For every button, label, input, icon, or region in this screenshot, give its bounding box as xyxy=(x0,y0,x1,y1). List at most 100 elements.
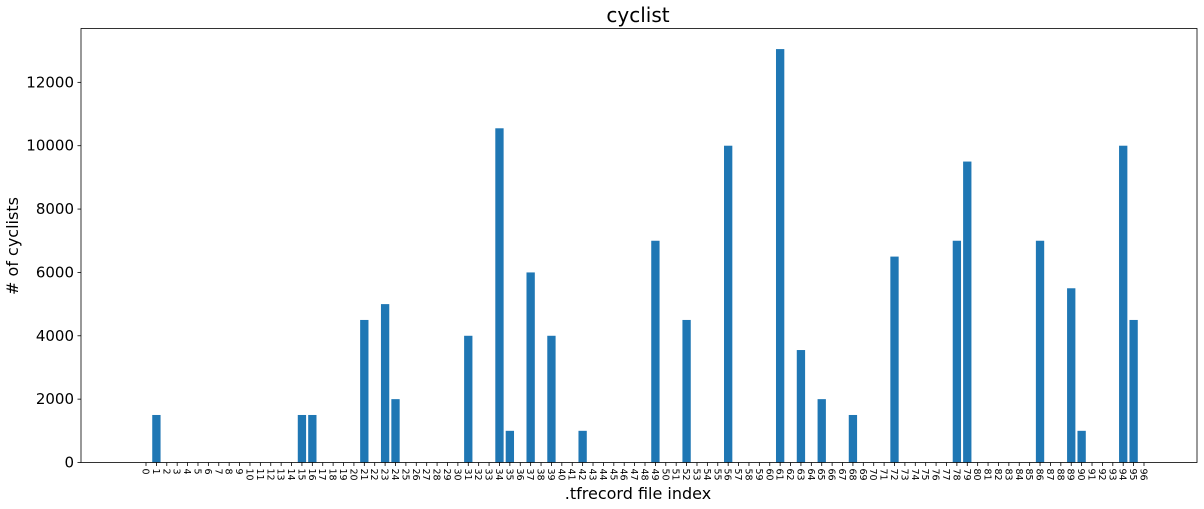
x-tick-label: 18 xyxy=(327,469,338,481)
x-tick-label: 14 xyxy=(285,469,296,481)
x-axis-label: .tfrecord file index xyxy=(565,484,711,503)
x-tick-label: 92 xyxy=(1096,469,1107,481)
bar-34 xyxy=(495,128,504,463)
bar-31 xyxy=(464,335,473,463)
bar-61 xyxy=(775,49,785,463)
x-tick-label: 60 xyxy=(763,469,774,481)
x-tick-label: 38 xyxy=(535,469,546,481)
x-tick-label: 81 xyxy=(982,469,993,481)
x-tick-label: 73 xyxy=(898,469,909,481)
x-tick-label: 86 xyxy=(1034,469,1045,481)
x-tick-label: 26 xyxy=(410,469,421,481)
x-tick-label: 67 xyxy=(836,469,847,481)
x-tick-label: 12 xyxy=(264,469,275,481)
chart-title: cyclist xyxy=(606,3,669,27)
x-tick-label: 16 xyxy=(306,469,317,481)
x-tick-label: 62 xyxy=(784,469,795,481)
x-tick-label: 2 xyxy=(160,469,171,475)
bar-78 xyxy=(952,240,962,463)
x-tick-label: 95 xyxy=(1127,469,1138,481)
x-tick-label: 58 xyxy=(742,469,753,481)
x-tick-label: 32 xyxy=(472,469,483,481)
x-tick-label: 82 xyxy=(992,469,1003,481)
x-tick-label: 13 xyxy=(275,469,286,481)
x-tick-label: 37 xyxy=(524,469,535,481)
x-axis-ticks: 0 1 2 3 4 5 6 7 8 9 10 11 12 13 14 15 16 17 18 19 20 21 22 23 24… xyxy=(140,462,1149,481)
x-tick-label: 17 xyxy=(316,469,327,481)
x-tick-label: 41 xyxy=(566,469,577,481)
x-tick-label: 96 xyxy=(1138,469,1149,481)
bar-52 xyxy=(682,319,691,463)
x-tick-label: 35 xyxy=(503,469,514,481)
x-tick-label: 55 xyxy=(711,469,722,481)
x-tick-label: 85 xyxy=(1023,469,1034,481)
x-tick-label: 89 xyxy=(1065,469,1076,481)
x-tick-label: 75 xyxy=(919,469,930,481)
x-tick-label: 10 xyxy=(243,469,254,481)
x-tick-label: 48 xyxy=(639,469,650,481)
x-tick-label: 45 xyxy=(607,469,618,481)
x-tick-label: 74 xyxy=(909,469,920,481)
x-tick-label: 8 xyxy=(223,469,234,475)
x-tick-label: 11 xyxy=(254,469,265,481)
bar-21 xyxy=(360,319,369,463)
x-tick-label: 42 xyxy=(576,469,587,481)
bar-94 xyxy=(1119,145,1128,463)
x-tick-label: 91 xyxy=(1086,469,1097,481)
x-tick-label: 87 xyxy=(1044,469,1055,481)
x-tick-label: 44 xyxy=(597,469,608,481)
x-tick-label: 90 xyxy=(1075,469,1086,481)
bar-23 xyxy=(380,304,390,463)
x-tick-label: 93 xyxy=(1106,469,1117,481)
x-tick-label: 34 xyxy=(493,469,504,481)
x-tick-label: 66 xyxy=(826,469,837,481)
x-tick-label: 9 xyxy=(233,469,244,475)
x-tick-label: 40 xyxy=(555,469,566,481)
x-tick-label: 51 xyxy=(670,469,681,481)
x-tick-label: 77 xyxy=(940,469,951,481)
x-tick-label: 5 xyxy=(191,469,202,475)
bar-42 xyxy=(578,430,587,463)
x-tick-label: 52 xyxy=(680,469,691,481)
x-tick-label: 80 xyxy=(971,469,982,481)
x-tick-label: 39 xyxy=(545,469,556,481)
bar-15 xyxy=(297,414,307,463)
x-tick-label: 50 xyxy=(659,469,670,481)
x-tick-label: 79 xyxy=(961,469,972,481)
x-tick-label: 56 xyxy=(722,469,733,481)
x-tick-label: 23 xyxy=(379,469,390,481)
bar-90 xyxy=(1077,430,1086,463)
bar-65 xyxy=(817,399,826,463)
x-tick-label: 27 xyxy=(420,469,431,481)
y-tick-label: 0 xyxy=(64,454,74,472)
x-tick-label: 25 xyxy=(399,469,410,481)
x-tick-label: 47 xyxy=(628,469,639,481)
x-tick-label: 31 xyxy=(462,469,473,481)
x-tick-label: 76 xyxy=(930,469,941,481)
x-tick-label: 84 xyxy=(1013,469,1024,481)
y-axis-label: # of cyclists xyxy=(3,197,22,295)
y-tick-label: 10000 xyxy=(26,137,74,155)
x-tick-label: 24 xyxy=(389,469,400,481)
x-tick-label: 33 xyxy=(483,469,494,481)
y-tick-label: 2000 xyxy=(36,390,74,408)
x-tick-label: 70 xyxy=(867,469,878,481)
bar-63 xyxy=(796,350,806,463)
x-tick-label: 69 xyxy=(857,469,868,481)
x-tick-label: 53 xyxy=(690,469,701,481)
bar-37 xyxy=(526,272,535,463)
bar-39 xyxy=(547,335,556,463)
bars-group xyxy=(152,49,1138,463)
x-tick-label: 54 xyxy=(701,469,712,481)
x-tick-label: 20 xyxy=(347,469,358,481)
y-tick-label: 6000 xyxy=(36,263,74,281)
x-tick-label: 29 xyxy=(441,469,452,481)
bar-95 xyxy=(1129,319,1138,463)
plot-frame xyxy=(80,28,1198,463)
x-tick-label: 36 xyxy=(514,469,525,481)
x-tick-label: 68 xyxy=(846,469,857,481)
bar-79 xyxy=(963,161,972,463)
x-tick-label: 59 xyxy=(753,469,764,481)
x-tick-label: 65 xyxy=(815,469,826,481)
